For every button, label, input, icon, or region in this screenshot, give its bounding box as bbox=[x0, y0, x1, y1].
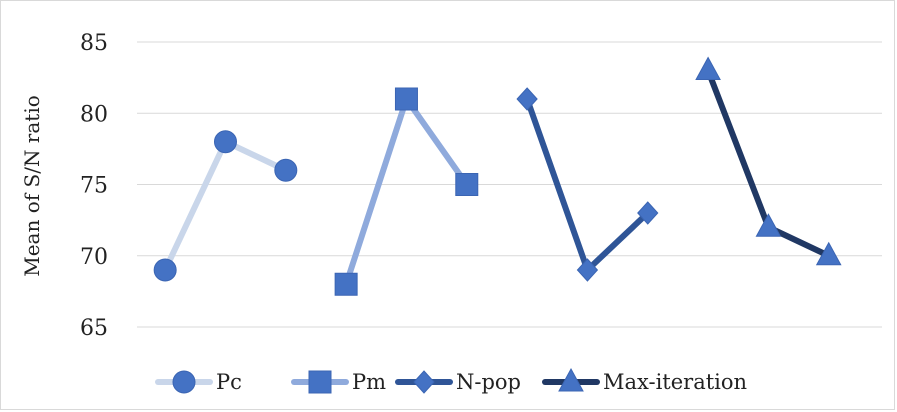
legend: Pc Pm N-pop Max-iteration bbox=[155, 367, 747, 394]
series-line bbox=[162, 138, 289, 273]
data-point bbox=[755, 213, 782, 237]
legend-marker bbox=[413, 370, 435, 394]
data-point bbox=[213, 130, 237, 154]
legend-item: Pc bbox=[155, 370, 242, 394]
y-axis-title: Mean of S/N ratio bbox=[20, 95, 44, 277]
y-tick-label: 85 bbox=[80, 31, 108, 56]
data-point bbox=[153, 258, 177, 282]
data-point bbox=[516, 87, 538, 111]
data-point bbox=[815, 241, 842, 266]
legend-label: Pm bbox=[352, 370, 386, 394]
y-tick-label: 70 bbox=[80, 245, 108, 270]
data-point bbox=[695, 56, 721, 80]
series bbox=[153, 56, 842, 296]
series-pm bbox=[334, 87, 479, 296]
legend-label: N-pop bbox=[456, 370, 521, 394]
y-tick-label: 80 bbox=[80, 102, 108, 127]
series-pc bbox=[153, 130, 298, 282]
data-point bbox=[334, 272, 358, 296]
legend-label: Max-iteration bbox=[603, 370, 747, 394]
series-n-pop bbox=[516, 87, 659, 282]
legend-marker bbox=[308, 370, 332, 394]
legend-marker bbox=[172, 370, 196, 394]
legend-item: Max-iteration bbox=[542, 367, 747, 394]
gridlines bbox=[137, 41, 882, 328]
legend-label: Pc bbox=[216, 370, 242, 394]
series-max-iteration bbox=[695, 56, 842, 266]
legend-item: Pm bbox=[291, 370, 386, 394]
data-point bbox=[455, 173, 479, 196]
data-point bbox=[576, 258, 599, 282]
series-line bbox=[343, 96, 470, 288]
data-point bbox=[394, 87, 418, 111]
legend-item: N-pop bbox=[395, 370, 521, 394]
data-point bbox=[274, 158, 298, 182]
y-tick-label: 65 bbox=[80, 316, 108, 341]
y-tick-label: 75 bbox=[80, 174, 108, 199]
legend-marker bbox=[558, 367, 584, 392]
data-point bbox=[637, 201, 659, 225]
y-tick-labels: 65 70 75 80 85 bbox=[80, 31, 108, 341]
